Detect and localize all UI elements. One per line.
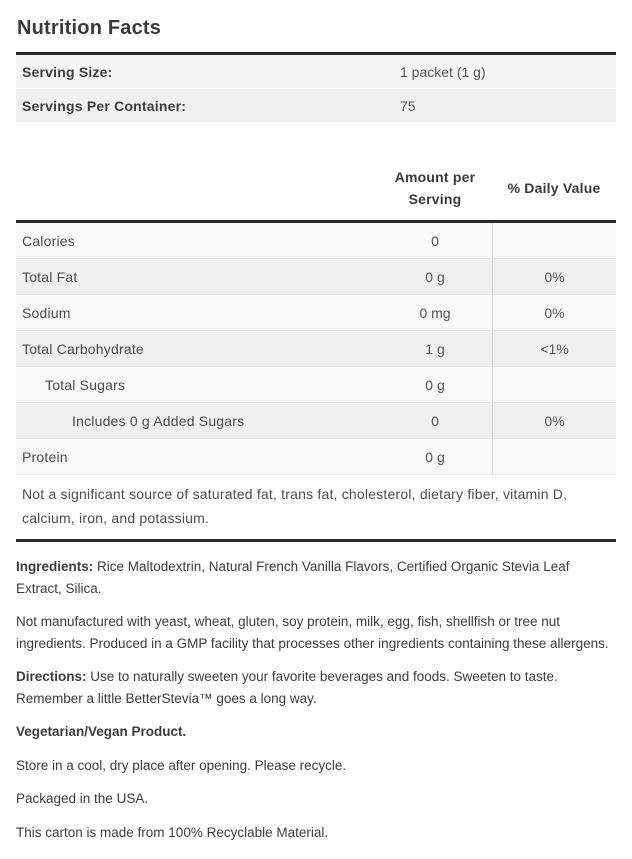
nutrient-daily-value: 0% [492,259,616,294]
nutrition-row: Total Fat 0 g 0% [16,259,616,295]
nutrient-label: Protein [22,448,68,465]
nutrition-row: Protein 0 g [16,439,616,475]
serving-row: Servings Per Container: 75 [16,89,616,123]
packaging-note: Packaged in the USA. [16,791,149,806]
serving-label: Serving Size: [22,63,113,80]
ingredients-text: Rice Maltodextrin, Natural French Vanill… [16,559,570,596]
nutrient-label: Sodium [22,304,71,321]
ingredients-label: Ingredients: [16,559,94,574]
nutrition-row: Sodium 0 mg 0% [16,295,616,331]
nutrient-label: Calories [22,232,75,249]
nutrient-amount: 0 [431,232,439,249]
nutrient-label: Total Sugars [45,376,126,393]
nutrition-table: Amount per Serving % Daily Value Calorie… [16,151,616,539]
nutrition-row: Includes 0 g Added Sugars 0 0% [16,403,616,439]
serving-value: 75 [400,97,416,114]
nutrient-daily-value [492,223,616,258]
daily-value-header: % Daily Value [507,179,601,196]
nutrient-label: Total Fat [22,268,78,285]
page-title: Nutrition Facts [17,17,162,39]
directions-text: Use to naturally sweeten your favorite b… [16,669,558,706]
nutrition-body: Calories 0 Total Fat 0 g 0% Sodium 0 mg … [16,223,616,475]
nutrient-daily-value: 0% [492,403,616,438]
nutrient-daily-value [492,367,616,402]
serving-info-table: Serving Size: 1 packet (1 g) Servings Pe… [16,55,616,123]
serving-label: Servings Per Container: [22,97,187,114]
top-rule [16,52,616,55]
table-header-row: Amount per Serving % Daily Value [16,151,616,220]
nutrient-label: Includes 0 g Added Sugars [72,412,245,429]
table-footnote: Not a significant source of saturated fa… [22,486,568,526]
product-details: Ingredients: Rice Maltodextrin, Natural … [16,542,616,843]
header-rule [16,220,616,223]
allergen-paragraph: Not manufactured with yeast, wheat, glut… [16,614,609,651]
nutrient-amount: 0 [431,412,439,429]
bottom-rule [16,539,616,542]
directions-paragraph: Directions: Use to naturally sweeten you… [16,666,616,709]
nutrient-label: Total Carbohydrate [22,340,144,357]
nutrient-amount: 0 mg [419,304,451,321]
nutrient-daily-value [492,439,616,474]
nutrient-amount: 0 g [425,448,445,465]
ingredients-paragraph: Ingredients: Rice Maltodextrin, Natural … [16,556,616,599]
nutrient-amount: 1 g [425,340,445,357]
serving-value: 1 packet (1 g) [400,63,486,80]
recyclable-note: This carton is made from 100% Recyclable… [16,824,329,840]
nutrient-daily-value: <1% [492,331,616,366]
nutrition-row: Total Carbohydrate 1 g <1% [16,331,616,367]
nutrient-amount: 0 g [425,376,445,393]
nutrient-daily-value: 0% [492,295,616,330]
storage-note: Store in a cool, dry place after opening… [16,757,347,773]
vegetarian-note: Vegetarian/Vegan Product. [16,724,187,739]
nutrition-row: Calories 0 [16,223,616,259]
amount-per-serving-header: Amount per Serving [394,168,476,207]
nutrient-amount: 0 g [425,268,445,285]
serving-row: Serving Size: 1 packet (1 g) [16,55,616,89]
directions-label: Directions: [16,669,87,684]
nutrition-row: Total Sugars 0 g [16,367,616,403]
